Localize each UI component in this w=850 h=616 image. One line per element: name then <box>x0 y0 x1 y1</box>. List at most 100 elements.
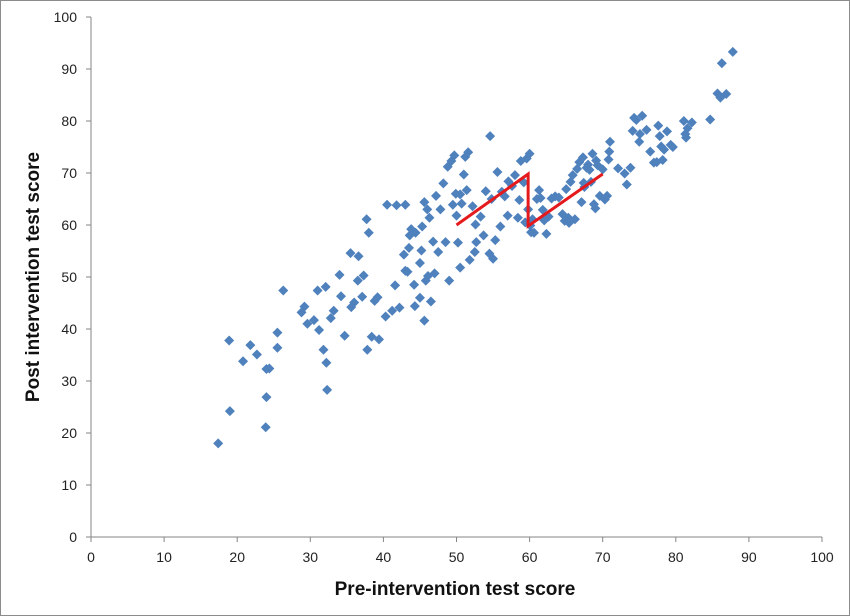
data-point <box>312 285 323 296</box>
data-point <box>224 335 235 346</box>
data-point <box>495 221 506 232</box>
data-point <box>471 237 482 248</box>
data-point <box>320 281 331 292</box>
data-point <box>659 144 670 155</box>
data-point <box>264 363 275 374</box>
data-point <box>339 330 350 341</box>
data-point <box>409 301 420 312</box>
data-point <box>451 210 462 221</box>
data-point <box>590 203 601 214</box>
data-point <box>380 311 391 322</box>
y-tick-label: 50 <box>61 269 77 285</box>
data-point <box>456 198 467 209</box>
data-point <box>541 228 552 239</box>
data-point <box>417 221 428 232</box>
data-point <box>461 185 472 196</box>
data-point <box>438 178 449 189</box>
data-point <box>251 349 262 360</box>
data-point <box>278 285 289 296</box>
data-point <box>602 190 613 201</box>
data-point <box>382 199 393 210</box>
data-point <box>653 120 664 131</box>
y-tick-label: 60 <box>61 217 77 233</box>
data-point <box>605 136 616 147</box>
x-tick-label: 0 <box>87 549 95 565</box>
data-point <box>419 315 430 326</box>
y-tick-label: 30 <box>61 373 77 389</box>
data-point <box>409 279 420 290</box>
y-tick-label: 40 <box>61 321 77 337</box>
axes: 0 10 20 30 40 50 60 70 80 90 100 0 10 20 30 40 50 60 70 80 9… <box>54 9 834 565</box>
data-point <box>260 422 271 433</box>
data-point <box>464 254 475 265</box>
data-point <box>469 247 480 258</box>
data-point <box>727 46 738 57</box>
data-point <box>634 129 645 139</box>
data-point <box>428 236 439 247</box>
data-point <box>641 124 652 135</box>
data-point <box>414 257 425 268</box>
data-point <box>419 197 430 208</box>
data-point <box>467 201 478 212</box>
data-point <box>349 297 360 308</box>
data-point <box>391 200 402 211</box>
data-point <box>362 344 373 355</box>
data-point <box>245 340 256 351</box>
y-tick-label: 80 <box>61 113 77 129</box>
data-point <box>535 192 546 203</box>
data-point <box>322 384 333 395</box>
data-point <box>475 211 486 222</box>
data-point <box>686 117 697 128</box>
data-point <box>625 162 636 173</box>
data-point <box>353 251 364 262</box>
data-point <box>424 212 435 223</box>
data-point <box>657 155 668 165</box>
data-point <box>621 179 632 190</box>
data-point <box>463 147 474 158</box>
x-tick-label: 50 <box>449 549 465 565</box>
data-point <box>374 334 385 345</box>
data-point <box>455 189 466 200</box>
x-tick-label: 20 <box>229 549 245 565</box>
data-point <box>681 132 692 143</box>
data-point <box>416 245 427 256</box>
data-point <box>470 219 481 230</box>
data-point <box>502 210 513 221</box>
data-point <box>514 195 525 206</box>
data-point <box>645 146 656 157</box>
data-point <box>402 266 413 277</box>
data-point <box>321 357 332 368</box>
y-tick-label: 90 <box>61 61 77 77</box>
x-tick-label: 30 <box>303 549 319 565</box>
y-tick-label: 10 <box>61 477 77 493</box>
data-point <box>603 154 614 165</box>
data-point <box>584 164 595 175</box>
x-tick-label: 100 <box>810 549 834 565</box>
data-point <box>528 227 539 238</box>
data-point <box>682 123 693 134</box>
data-point <box>524 148 535 159</box>
data-point <box>449 150 460 161</box>
data-point <box>361 214 372 225</box>
data-point <box>553 192 564 203</box>
data-point <box>492 166 503 177</box>
data-point <box>403 242 414 253</box>
data-point <box>667 142 678 152</box>
data-point <box>634 136 645 147</box>
data-point <box>352 275 363 286</box>
y-axis-title: Post intervention test score <box>23 152 44 402</box>
data-point <box>213 438 224 449</box>
y-tick-label: 0 <box>69 529 77 545</box>
x-tick-label: 40 <box>376 549 392 565</box>
data-point <box>619 168 630 179</box>
x-tick-label: 10 <box>156 549 172 565</box>
data-point <box>334 269 345 280</box>
data-point <box>398 249 409 260</box>
data-point <box>358 270 369 281</box>
x-tick-label: 70 <box>595 549 611 565</box>
data-point <box>577 152 588 163</box>
data-point <box>447 199 458 210</box>
data-point <box>272 327 283 338</box>
data-point <box>308 315 319 326</box>
data-point <box>509 170 520 181</box>
